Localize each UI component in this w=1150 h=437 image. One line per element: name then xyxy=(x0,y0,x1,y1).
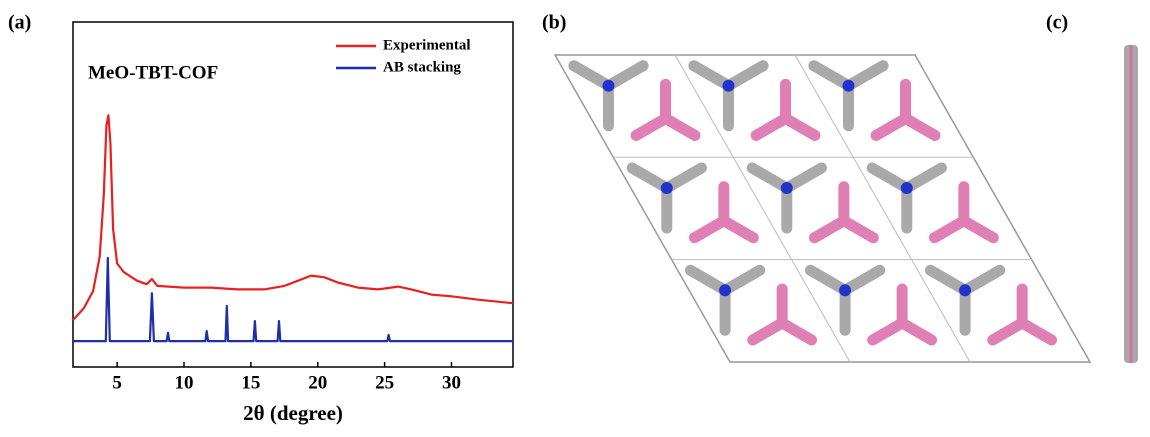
gray-arm xyxy=(930,270,965,290)
gray-arm xyxy=(574,66,609,86)
cell-line xyxy=(795,55,970,362)
structure-c xyxy=(1124,45,1138,363)
x-tick-label: 30 xyxy=(442,372,461,393)
data-line xyxy=(73,115,513,320)
gray-arm xyxy=(667,168,702,188)
nitrogen xyxy=(781,182,793,194)
panel-label: (b) xyxy=(542,12,566,34)
pink-arm xyxy=(694,221,723,238)
unit-cell xyxy=(555,55,1090,362)
panel-label: (a) xyxy=(8,12,31,34)
chart-title: MeO-TBT-COF xyxy=(88,62,218,83)
x-tick-label: 20 xyxy=(308,372,327,393)
gray-arm xyxy=(632,168,667,188)
pink-arm xyxy=(993,323,1022,340)
nitrogen xyxy=(719,284,731,296)
figure: (a) (b) (c) MeO-TBT-COF 2θ (degree) 5 10 1… xyxy=(0,0,1150,437)
nitrogen xyxy=(722,80,734,92)
gray-arm xyxy=(965,270,1000,290)
x-tick-label: 15 xyxy=(241,372,260,393)
pink-arm xyxy=(873,323,902,340)
gray-arm xyxy=(848,66,883,86)
gray-arm xyxy=(728,66,763,86)
gray-arm xyxy=(725,270,760,290)
x-tick-label: 25 xyxy=(375,372,394,393)
gray-arm xyxy=(694,66,729,86)
gray-arm xyxy=(907,168,942,188)
gray-arm xyxy=(814,66,849,86)
gray-arm xyxy=(608,66,643,86)
structure-b xyxy=(555,55,1090,362)
gray-arm xyxy=(752,168,787,188)
gray-arm xyxy=(690,270,725,290)
x-tick-label: 10 xyxy=(175,372,194,393)
gray-arm xyxy=(845,270,880,290)
legend-label: AB stacking xyxy=(383,59,461,75)
gray-arm xyxy=(810,270,845,290)
pink-arm xyxy=(814,221,843,238)
pink-arm xyxy=(756,118,785,135)
pink-arm xyxy=(934,221,963,238)
nitrogen xyxy=(901,182,913,194)
nitrogen xyxy=(842,80,854,92)
nitrogen xyxy=(959,284,971,296)
data-line xyxy=(73,258,513,341)
pink-arm xyxy=(636,118,665,135)
x-axis-label: 2θ (degree) xyxy=(243,401,343,425)
panel-label: (c) xyxy=(1046,12,1068,34)
nitrogen xyxy=(602,80,614,92)
pink-arm xyxy=(876,118,905,135)
gray-arm xyxy=(787,168,822,188)
nitrogen xyxy=(661,182,673,194)
cell-line xyxy=(675,55,850,362)
x-tick-label: 5 xyxy=(112,372,122,393)
nitrogen xyxy=(839,284,851,296)
gray-arm xyxy=(872,168,907,188)
pink-arm xyxy=(753,323,782,340)
legend-label: Experimental xyxy=(383,37,471,53)
